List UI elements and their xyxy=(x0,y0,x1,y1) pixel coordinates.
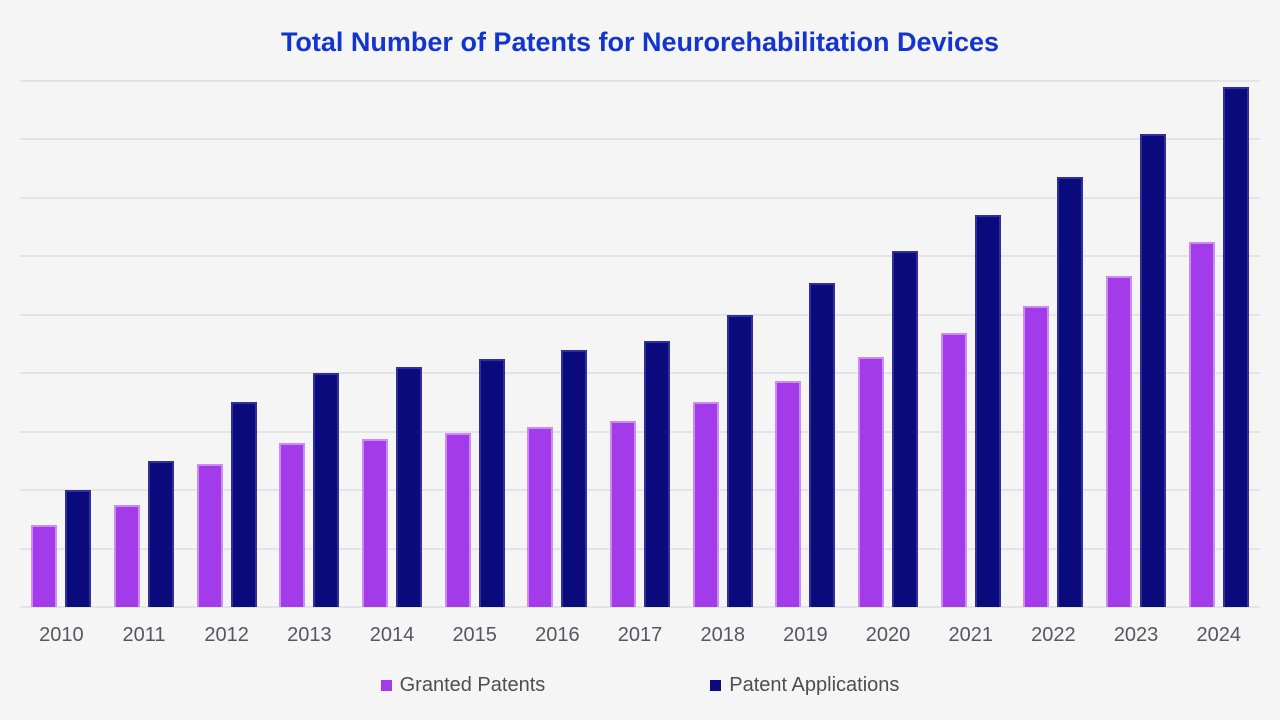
bar-granted-patents-2020 xyxy=(858,357,885,607)
bar-group-2016 xyxy=(516,81,599,607)
x-tick-2015: 2015 xyxy=(452,624,497,646)
gridline-600 xyxy=(20,255,1260,258)
bar-granted-patents-2017 xyxy=(610,420,637,607)
bar-group-2011 xyxy=(103,81,186,607)
bar-group-2010 xyxy=(20,81,103,607)
bar-group-2023 xyxy=(1095,81,1178,607)
bar-group-2022 xyxy=(1012,81,1095,607)
bar-patent-applications-2023 xyxy=(1140,133,1167,607)
chart-title: Total Number of Patents for Neurorehabil… xyxy=(280,27,1000,57)
bar-granted-patents-2024 xyxy=(1188,242,1215,607)
bar-granted-patents-2019 xyxy=(775,380,802,607)
x-tick-2011: 2011 xyxy=(122,624,166,646)
bar-granted-patents-2018 xyxy=(692,401,719,607)
bar-patent-applications-2017 xyxy=(644,341,671,607)
bar-patent-applications-2014 xyxy=(396,367,423,607)
bar-group-2018 xyxy=(681,81,764,607)
gridline-700 xyxy=(20,196,1260,199)
bar-granted-patents-2015 xyxy=(444,433,471,607)
bar-granted-patents-2013 xyxy=(279,443,306,607)
x-tick-2010: 2010 xyxy=(39,624,84,646)
bar-group-2015 xyxy=(433,81,516,607)
bar-granted-patents-2023 xyxy=(1106,275,1133,607)
gridline-100 xyxy=(20,547,1260,550)
legend-item-granted-patents[interactable]: Granted Patents xyxy=(380,674,546,697)
x-tick-2018: 2018 xyxy=(700,624,745,646)
x-tick-2019: 2019 xyxy=(783,624,828,646)
x-tick-2014: 2014 xyxy=(369,624,415,646)
bar-group-2013 xyxy=(268,81,351,607)
bar-granted-patents-2016 xyxy=(527,427,554,607)
x-tick-2022: 2022 xyxy=(1031,624,1076,646)
bar-granted-patents-2010 xyxy=(31,525,58,607)
bar-patent-applications-2024 xyxy=(1222,86,1249,607)
bar-granted-patents-2021 xyxy=(940,332,967,607)
legend-label-patent-applications: Patent Applications xyxy=(729,674,900,696)
x-tick-2024: 2024 xyxy=(1196,624,1241,646)
x-tick-2023: 2023 xyxy=(1113,624,1159,646)
bar-group-2012 xyxy=(185,81,268,607)
bar-granted-patents-2022 xyxy=(1023,306,1050,607)
bar-patent-applications-2016 xyxy=(561,349,588,607)
bar-patent-applications-2010 xyxy=(65,490,92,607)
bar-patent-applications-2011 xyxy=(148,460,174,607)
bar-patent-applications-2022 xyxy=(1057,177,1084,607)
bar-patent-applications-2013 xyxy=(313,373,340,607)
x-tick-2016: 2016 xyxy=(535,624,580,646)
bar-group-2014 xyxy=(351,81,434,607)
legend: Granted Patents Patent Applications xyxy=(0,674,1280,697)
bar-group-2017 xyxy=(599,81,682,607)
bar-granted-patents-2011 xyxy=(114,504,140,607)
gridline-900 xyxy=(20,80,1260,82)
legend-item-patent-applications[interactable]: Patent Applications xyxy=(710,674,899,697)
gridline-200 xyxy=(20,489,1260,492)
bar-group-2024 xyxy=(1177,81,1260,607)
gridline-0 xyxy=(20,606,1260,608)
x-tick-2020: 2020 xyxy=(865,624,911,646)
bar-group-2021 xyxy=(929,81,1012,607)
bar-patent-applications-2021 xyxy=(974,215,1001,607)
x-tick-2012: 2012 xyxy=(204,624,249,646)
x-tick-2017: 2017 xyxy=(617,624,663,646)
bar-group-2019 xyxy=(764,81,847,607)
legend-label-granted-patents: Granted Patents xyxy=(399,674,546,696)
gridline-400 xyxy=(20,372,1260,375)
legend-swatch-patent-applications xyxy=(710,680,722,691)
bar-patent-applications-2012 xyxy=(230,402,257,607)
x-axis-labels: 2010 2011 2012 2013 2014 2015 2016 2017 2018 2019… xyxy=(20,621,1260,649)
gridline-300 xyxy=(20,430,1260,433)
bar-patent-applications-2020 xyxy=(892,250,919,607)
bar-granted-patents-2014 xyxy=(362,439,389,607)
bar-patent-applications-2015 xyxy=(478,358,505,607)
gridline-500 xyxy=(20,313,1260,316)
bar-patent-applications-2018 xyxy=(726,314,753,607)
plot-area xyxy=(20,80,1260,608)
bar-group-2020 xyxy=(847,81,930,607)
x-tick-2021: 2021 xyxy=(948,624,993,646)
bar-groups xyxy=(20,81,1260,607)
x-tick-2013: 2013 xyxy=(287,624,332,646)
bar-granted-patents-2012 xyxy=(196,463,223,607)
bar-patent-applications-2019 xyxy=(809,282,836,607)
legend-swatch-granted-patents xyxy=(380,680,392,691)
gridline-800 xyxy=(20,138,1260,141)
